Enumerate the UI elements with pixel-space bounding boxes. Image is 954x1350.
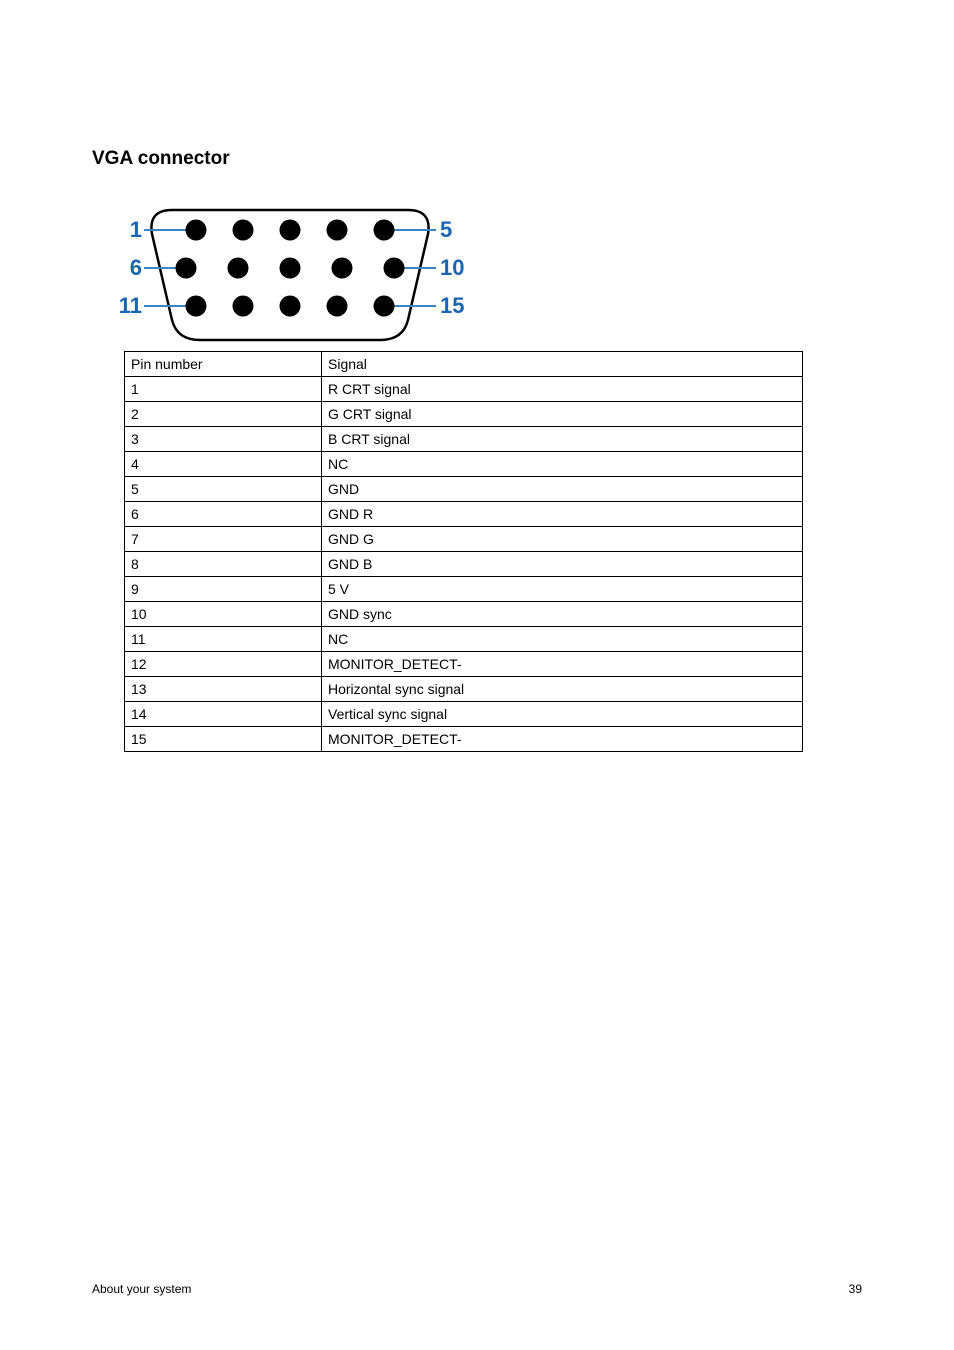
table-cell: NC bbox=[322, 452, 803, 477]
table-cell: GND G bbox=[322, 527, 803, 552]
table-cell: Vertical sync signal bbox=[322, 702, 803, 727]
table-cell: GND R bbox=[322, 502, 803, 527]
table-cell: 5 bbox=[125, 477, 322, 502]
pin-row-label-right: 5 bbox=[440, 217, 452, 242]
table-cell: G CRT signal bbox=[322, 402, 803, 427]
connector-pin bbox=[374, 220, 395, 241]
pin-assignment-table: Pin numberSignal1R CRT signal2G CRT sign… bbox=[124, 351, 803, 752]
table-header-cell: Pin number bbox=[125, 352, 322, 377]
table-row: 14Vertical sync signal bbox=[125, 702, 803, 727]
pin-row-label-left: 6 bbox=[130, 255, 142, 280]
connector-pin bbox=[374, 296, 395, 317]
table-cell: 14 bbox=[125, 702, 322, 727]
footer-section-title: About your system bbox=[92, 1282, 191, 1296]
pin-row-label-left: 1 bbox=[130, 217, 142, 242]
connector-pin bbox=[176, 258, 197, 279]
pin-row-label-right: 10 bbox=[440, 255, 464, 280]
connector-pin bbox=[327, 296, 348, 317]
table-cell: 9 bbox=[125, 577, 322, 602]
table-row: 12MONITOR_DETECT- bbox=[125, 652, 803, 677]
table-cell: Horizontal sync signal bbox=[322, 677, 803, 702]
table-row: 2G CRT signal bbox=[125, 402, 803, 427]
table-row: 6GND R bbox=[125, 502, 803, 527]
pin-row-label-left: 11 bbox=[119, 293, 142, 318]
table-cell: 13 bbox=[125, 677, 322, 702]
table-row: 95 V bbox=[125, 577, 803, 602]
table-row: 13Horizontal sync signal bbox=[125, 677, 803, 702]
pin-row-label-right: 15 bbox=[440, 293, 464, 318]
page: VGA connector 156101115 Pin numberSignal… bbox=[0, 0, 954, 1350]
table-cell: R CRT signal bbox=[322, 377, 803, 402]
connector-pin bbox=[280, 296, 301, 317]
table-header-row: Pin numberSignal bbox=[125, 352, 803, 377]
table-cell: 7 bbox=[125, 527, 322, 552]
connector-pin bbox=[332, 258, 353, 279]
table-cell: GND B bbox=[322, 552, 803, 577]
table-row: 1R CRT signal bbox=[125, 377, 803, 402]
connector-pin bbox=[327, 220, 348, 241]
connector-pin bbox=[384, 258, 405, 279]
connector-pin bbox=[228, 258, 249, 279]
connector-pin bbox=[186, 296, 207, 317]
footer-page-number: 39 bbox=[849, 1282, 862, 1296]
table-cell: 10 bbox=[125, 602, 322, 627]
table-cell: MONITOR_DETECT- bbox=[322, 652, 803, 677]
connector-pin bbox=[280, 220, 301, 241]
table-row: 10GND sync bbox=[125, 602, 803, 627]
table-row: 5GND bbox=[125, 477, 803, 502]
connector-pin bbox=[280, 258, 301, 279]
table-cell: 1 bbox=[125, 377, 322, 402]
table-cell: MONITOR_DETECT- bbox=[322, 727, 803, 752]
table-cell: 5 V bbox=[322, 577, 803, 602]
table-cell: 12 bbox=[125, 652, 322, 677]
table-header-cell: Signal bbox=[322, 352, 803, 377]
table-row: 7GND G bbox=[125, 527, 803, 552]
table-row: 15MONITOR_DETECT- bbox=[125, 727, 803, 752]
table-cell: 8 bbox=[125, 552, 322, 577]
table-row: 11NC bbox=[125, 627, 803, 652]
table-cell: 6 bbox=[125, 502, 322, 527]
table-cell: 4 bbox=[125, 452, 322, 477]
table-cell: B CRT signal bbox=[322, 427, 803, 452]
vga-connector-diagram: 156101115 bbox=[100, 180, 540, 350]
table-cell: 3 bbox=[125, 427, 322, 452]
table-row: 8GND B bbox=[125, 552, 803, 577]
table-row: 3B CRT signal bbox=[125, 427, 803, 452]
connector-pin bbox=[186, 220, 207, 241]
table-cell: 15 bbox=[125, 727, 322, 752]
section-heading: VGA connector bbox=[92, 148, 230, 170]
table-cell: 11 bbox=[125, 627, 322, 652]
connector-pin bbox=[233, 296, 254, 317]
connector-pin bbox=[233, 220, 254, 241]
table-row: 4NC bbox=[125, 452, 803, 477]
table-cell: NC bbox=[322, 627, 803, 652]
table-cell: GND bbox=[322, 477, 803, 502]
table-cell: GND sync bbox=[322, 602, 803, 627]
table-cell: 2 bbox=[125, 402, 322, 427]
